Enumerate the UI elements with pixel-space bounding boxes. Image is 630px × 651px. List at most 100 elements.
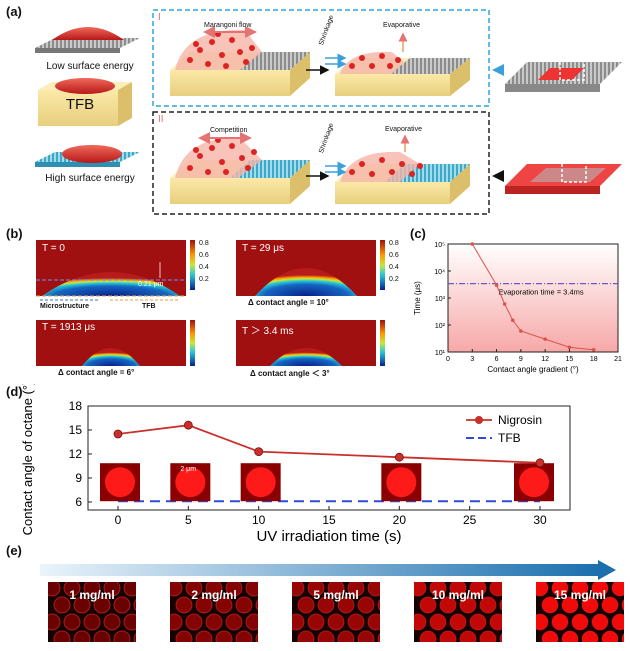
micrograph-droplet xyxy=(292,582,305,597)
micrograph-2: 2 mg/ml xyxy=(170,582,258,642)
chart-d-inset-droplet xyxy=(175,467,206,498)
micrograph-droplet xyxy=(327,582,345,597)
chart-d-inset-image xyxy=(381,463,422,502)
chart-c-xtick-label: 0 xyxy=(446,356,450,363)
sim-time-2: T = 29 μs xyxy=(242,243,284,254)
micrograph-droplet xyxy=(449,613,467,631)
sim-panel-2 xyxy=(236,240,385,296)
micrograph-droplet xyxy=(561,596,579,614)
micrograph-droplet xyxy=(113,630,131,642)
micrograph-dots xyxy=(48,582,136,642)
micrograph-droplet xyxy=(225,613,243,631)
chart-c-point xyxy=(470,242,475,246)
micrograph-droplet xyxy=(449,582,467,597)
micrograph-droplet xyxy=(357,596,375,614)
micrograph-droplet xyxy=(53,596,71,614)
chart-c-xtick-label: 3 xyxy=(470,356,474,363)
micrograph-droplet xyxy=(48,582,61,597)
micrograph-droplet xyxy=(414,613,427,631)
panel-e-label: (e) xyxy=(6,543,22,558)
cbar-ticks-1: 0.8 0.6 0.4 0.2 xyxy=(199,240,209,283)
chart-c-ytick-label: 10¹ xyxy=(435,350,446,357)
micrograph-3: 5 mg/ml xyxy=(292,582,380,642)
micrograph-droplet xyxy=(414,582,427,597)
micrograph-droplet xyxy=(541,630,559,642)
micrograph-droplet xyxy=(205,613,223,631)
sim-panel-4 xyxy=(236,320,385,366)
micrograph-droplet xyxy=(103,613,121,631)
micrograph-droplet xyxy=(489,582,502,597)
sim-micro-label: Microstructure xyxy=(40,303,90,310)
label-marangoni: Marangoni flow xyxy=(204,22,252,29)
chart-d-xtick-label: 15 xyxy=(322,513,336,527)
legend-nigrosin-label: Nigrosin xyxy=(498,413,542,427)
micrograph-droplet xyxy=(536,582,549,597)
micrograph-droplet xyxy=(103,582,121,597)
micrograph-droplet xyxy=(195,596,213,614)
micrograph-droplet xyxy=(479,630,497,642)
chart-d-inset-droplet xyxy=(519,467,549,498)
box-i-right-block xyxy=(325,32,470,96)
micrograph-droplet xyxy=(123,582,136,597)
micrograph-droplet xyxy=(611,613,624,631)
micrograph-label: 15 mg/ml xyxy=(553,588,607,602)
chart-d-xtick-label: 25 xyxy=(463,513,477,527)
cbar-ticks-2: 0.8 0.6 0.4 0.2 xyxy=(389,240,399,283)
chart-c-evap-label: Evaporation time = 3.4ms xyxy=(498,288,584,297)
box-ii-left-block xyxy=(170,132,310,204)
micrograph-droplet xyxy=(175,630,193,642)
micrograph-droplet xyxy=(601,596,619,614)
micrograph-droplet xyxy=(591,613,609,631)
micrograph-droplet xyxy=(469,582,487,597)
micrograph-droplet xyxy=(551,613,569,631)
micrograph-droplet xyxy=(307,613,325,631)
chart-c-point xyxy=(591,348,596,352)
chart-d-scalebar-label: 2 μm xyxy=(180,466,196,473)
micrograph-4: 10 mg/ml xyxy=(414,582,502,642)
chart-d-ylabel: Contact angle of octane (°) xyxy=(20,384,35,535)
chart-d-xtick-label: 10 xyxy=(252,513,266,527)
label-low-energy: Low surface energy xyxy=(46,61,134,72)
micrograph-droplet xyxy=(377,632,380,642)
micrograph-droplet xyxy=(337,596,355,614)
sim-time-3: T = 1913 μs xyxy=(42,322,96,333)
micrograph-droplet xyxy=(459,596,477,614)
micrograph-droplet xyxy=(245,582,258,597)
micrograph-droplet xyxy=(297,630,315,642)
micrograph-droplet xyxy=(235,630,253,642)
micrograph-dots xyxy=(536,582,624,642)
chart-d-inset-image xyxy=(240,463,281,502)
chart-d-xtick-label: 5 xyxy=(185,513,192,527)
chart-d-ytick-label: 12 xyxy=(69,447,83,461)
chart-c-xtick-label: 18 xyxy=(590,356,598,363)
micrograph-dots xyxy=(414,582,502,642)
micrograph-dots xyxy=(170,582,258,642)
chart-c: 0 3 6 9 12 15 18 21 10¹ 10² 10³ 10⁴ 10⁵ Contact angle… xyxy=(413,242,622,374)
micrograph-droplet xyxy=(317,596,335,614)
right-bottom-substrate xyxy=(505,159,622,194)
chart-d-inset-droplet xyxy=(105,467,135,498)
micrograph-droplet xyxy=(215,596,233,614)
micrograph-droplet xyxy=(53,630,71,642)
micrograph-droplet xyxy=(215,630,233,642)
micrograph-droplet xyxy=(611,582,624,597)
low-energy-substrate xyxy=(35,27,140,53)
micrograph-droplet xyxy=(367,613,380,631)
micrograph-droplet xyxy=(63,582,81,597)
micrograph-droplet xyxy=(459,630,477,642)
micrograph-droplet xyxy=(419,596,437,614)
micrograph-droplet xyxy=(469,613,487,631)
micrograph-droplet xyxy=(347,613,365,631)
micrograph-1: 1 mg/ml xyxy=(48,582,136,642)
chart-d-ytick-label: 15 xyxy=(69,423,83,437)
chart-c-ytick-label: 10² xyxy=(435,323,446,330)
micrograph-droplet xyxy=(367,582,380,597)
micrograph-droplet xyxy=(48,613,61,631)
chart-c-xlabel: Contact angle gradient (°) xyxy=(487,365,579,374)
micrograph-droplet xyxy=(297,596,315,614)
micrograph-droplet xyxy=(429,582,447,597)
micrograph-droplet xyxy=(561,630,579,642)
sim-caption-4: Δ contact angle ＜ 3° xyxy=(250,369,330,378)
micrograph-droplet xyxy=(571,582,589,597)
chart-d-ytick-label: 6 xyxy=(75,495,82,509)
